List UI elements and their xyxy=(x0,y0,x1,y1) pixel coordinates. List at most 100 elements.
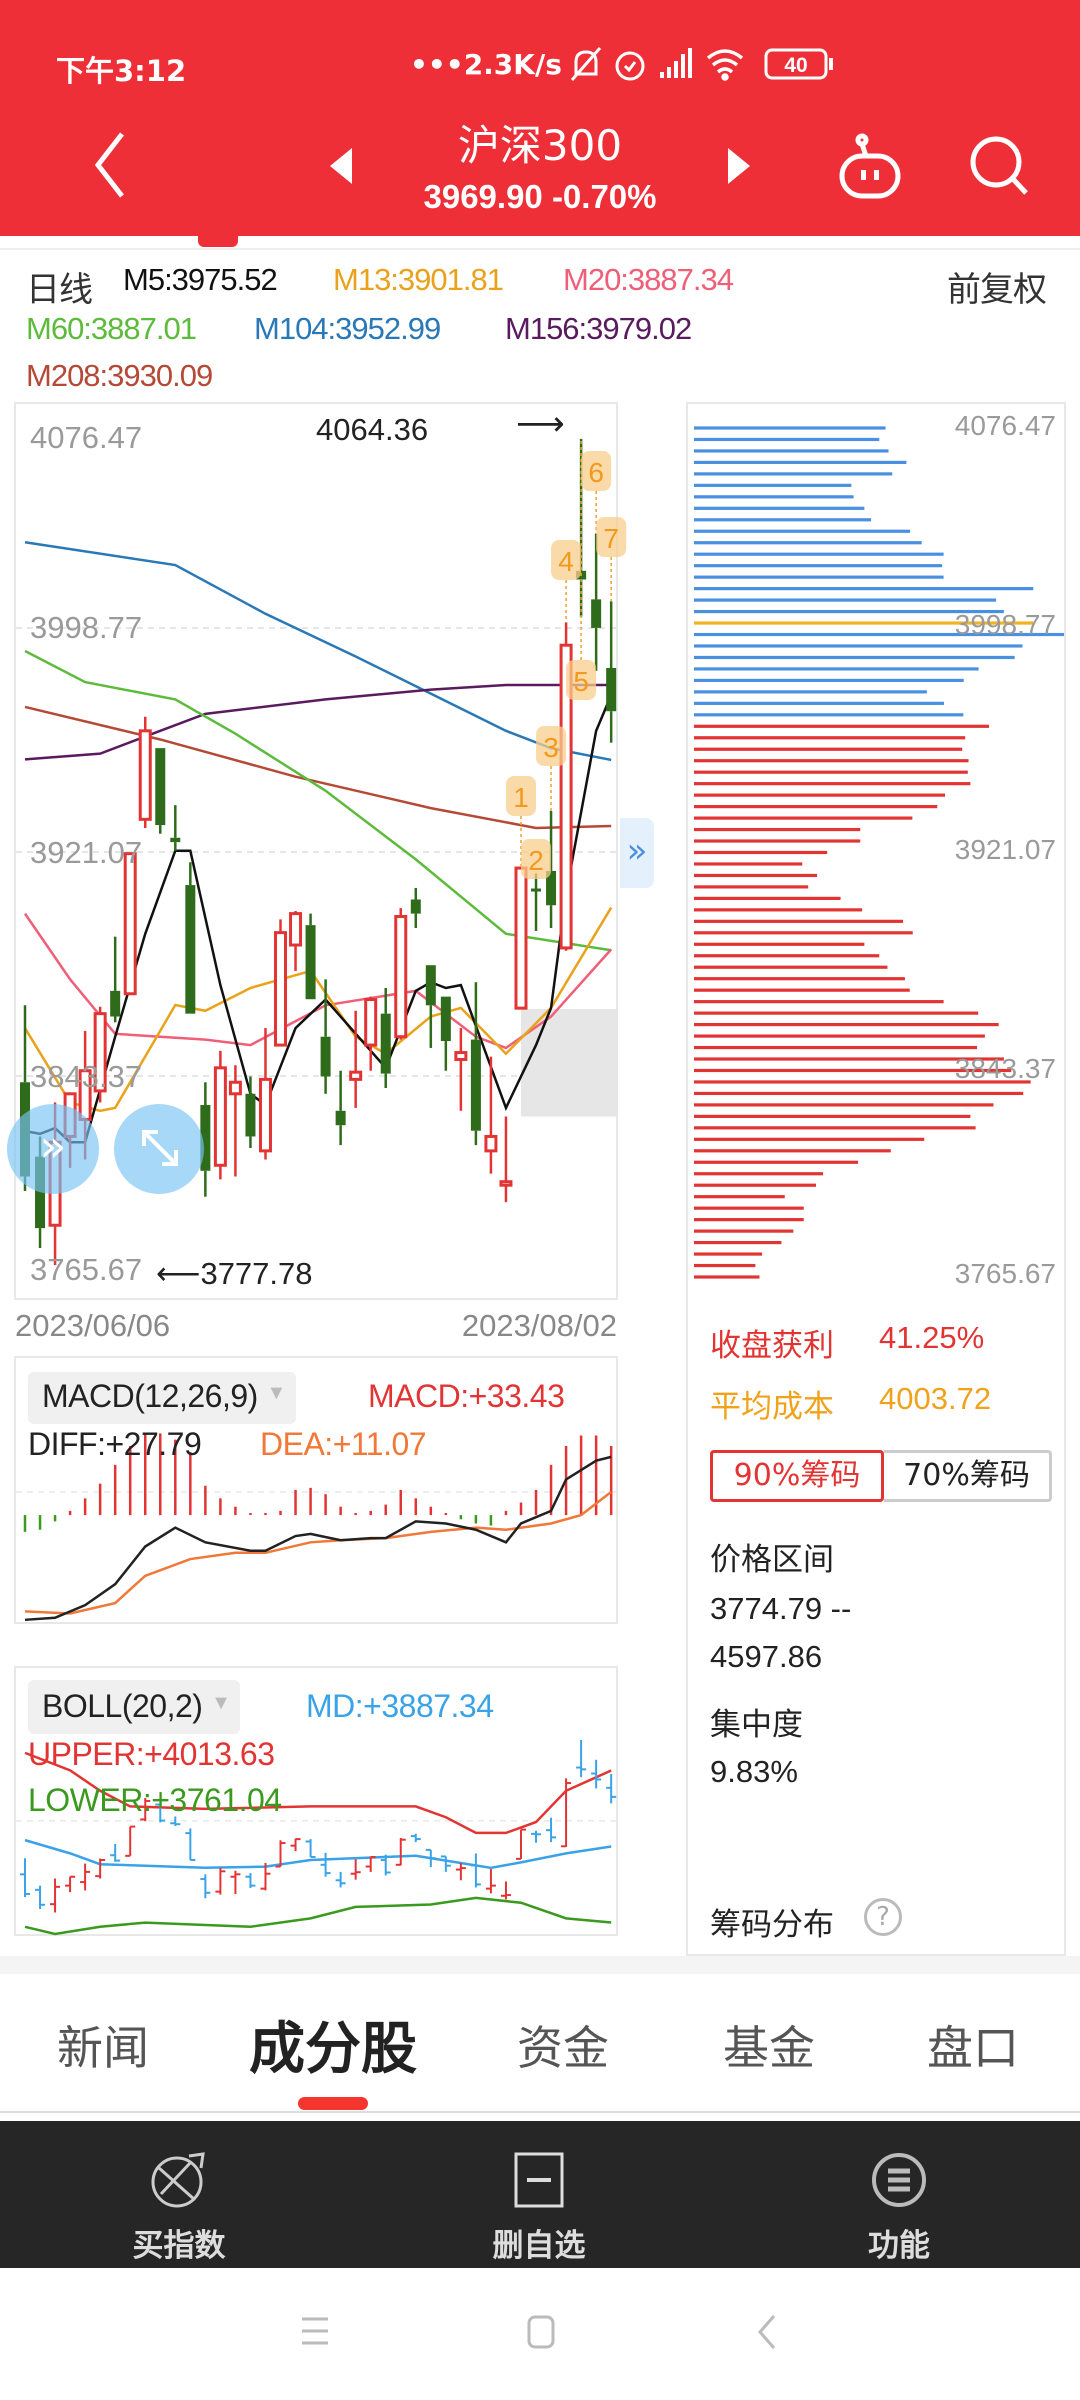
chip-bar xyxy=(694,782,971,786)
robot-assistant-button[interactable] xyxy=(836,132,904,202)
candle-body xyxy=(138,729,152,821)
prev-index-button[interactable] xyxy=(328,148,354,184)
tab-capital[interactable]: 资金 xyxy=(517,2021,609,2075)
boll-indicator-select[interactable]: BOLL(20,2) ▼ xyxy=(28,1680,241,1734)
macd-indicator-select[interactable]: MACD(12,26,9) ▼ xyxy=(28,1372,296,1424)
chip-bar xyxy=(694,460,907,465)
chip-bar xyxy=(694,1206,804,1210)
chip-bar xyxy=(694,747,963,751)
boll-chart[interactable]: BOLL(20,2) ▼ MD:+3887.34 UPPER:+4013.63 L… xyxy=(14,1666,618,1936)
alarm-icon xyxy=(615,51,645,81)
price-range-label: 价格区间 xyxy=(710,1542,834,1578)
remove-watchlist-label: 删自选 xyxy=(492,2228,586,2264)
marker-badge xyxy=(521,839,552,879)
expand-arrows-icon xyxy=(142,1130,178,1166)
chip-90-toggle[interactable]: 90%筹码 xyxy=(710,1450,884,1502)
chip-bar xyxy=(694,644,1023,648)
chip-bar xyxy=(694,908,863,912)
chip-bar xyxy=(694,564,943,568)
candle-body xyxy=(440,996,451,1042)
help-icon[interactable]: ? xyxy=(864,1898,902,1936)
price-range-high: 4597.86 xyxy=(710,1639,823,1674)
chip-bar xyxy=(694,426,886,430)
search-button[interactable] xyxy=(968,134,1030,198)
diff-line xyxy=(24,1455,612,1622)
price-tick: 3765.67 xyxy=(30,1252,143,1287)
chip-bar xyxy=(694,1045,978,1050)
ma208-label: M208:3930.09 xyxy=(26,358,213,393)
chip-bar xyxy=(694,896,841,900)
chip-bar xyxy=(694,977,905,981)
candle-body xyxy=(364,998,378,1047)
chip-bar xyxy=(694,1252,763,1256)
section-gap xyxy=(0,1956,1080,1974)
tab-order-book[interactable]: 盘口 xyxy=(927,2021,1019,2075)
tab-funds[interactable]: 基金 xyxy=(723,2021,815,2075)
scroll-left-button[interactable]: » xyxy=(7,1104,99,1194)
arrow-right-icon: ⟶ xyxy=(516,404,565,444)
divider xyxy=(0,2111,1080,2113)
next-index-button[interactable] xyxy=(726,148,752,184)
home-button[interactable] xyxy=(526,2314,556,2350)
chip-bar xyxy=(694,1149,891,1153)
boll-upper-value: UPPER:+4013.63 xyxy=(28,1736,275,1772)
chip-info-panel: 收盘获利 41.25% 平均成本 4003.72 90%筹码 70%筹码 价格区… xyxy=(686,1298,1066,1956)
chip-bar xyxy=(694,805,938,809)
signal-icon xyxy=(660,48,692,78)
back-button[interactable] xyxy=(88,130,132,200)
chip-bar xyxy=(694,1218,804,1222)
chip-bar xyxy=(694,1011,979,1015)
candle-body xyxy=(470,1039,481,1131)
tab-constituents[interactable]: 成分股 xyxy=(249,2017,417,2082)
nav-back-button[interactable] xyxy=(756,2314,778,2350)
candle-body xyxy=(200,1105,211,1171)
chip-bar xyxy=(694,1160,859,1164)
profit-ratio-value: 41.25% xyxy=(879,1320,985,1355)
dropdown-triangle-icon: ▼ xyxy=(211,1692,231,1714)
marker-label: 7 xyxy=(603,523,619,554)
ma60-label: M60:3887.01 xyxy=(26,311,197,346)
candle-body xyxy=(591,599,602,628)
marker-badge xyxy=(551,540,582,580)
chip-bar xyxy=(694,1103,994,1107)
chip-bar xyxy=(694,931,913,935)
chip-bar xyxy=(694,529,911,533)
chip-bar xyxy=(694,1022,999,1027)
chip-bar xyxy=(694,827,861,832)
profit-ratio-label: 收盘获利 xyxy=(710,1328,834,1364)
chip-bar xyxy=(694,1091,1024,1096)
candle-body xyxy=(320,1036,331,1077)
macd-value: MACD:+33.43 xyxy=(368,1378,565,1414)
chip-price-tick: 3843.37 xyxy=(954,1053,1056,1084)
buy-index-button[interactable]: 买指数 xyxy=(79,2150,279,2265)
chip-bar xyxy=(694,449,889,453)
recent-apps-button[interactable] xyxy=(300,2315,330,2347)
chip-bar xyxy=(694,587,1034,591)
fullscreen-button[interactable] xyxy=(114,1104,204,1194)
divider xyxy=(0,248,1080,250)
chip-bar xyxy=(694,988,910,992)
adjust-mode-button[interactable]: 前复权 xyxy=(947,271,1047,309)
candle-body xyxy=(289,912,303,947)
chip-bar xyxy=(694,724,989,728)
chip-price-tick: 3998.77 xyxy=(954,609,1056,640)
chip-bar xyxy=(694,1240,782,1245)
chip-bar xyxy=(694,1114,971,1118)
chip-70-toggle[interactable]: 70%筹码 xyxy=(884,1450,1052,1502)
chip-bar xyxy=(694,1275,760,1279)
chip-bars xyxy=(694,426,1064,1279)
page-indicator xyxy=(198,236,238,247)
remove-watchlist-button[interactable]: 删自选 xyxy=(439,2150,639,2265)
chip-bar xyxy=(694,919,904,923)
expand-side-panel-button[interactable]: » xyxy=(620,818,654,888)
tab-news[interactable]: 新闻 xyxy=(57,2021,149,2075)
boll-md-line xyxy=(24,1838,612,1870)
chip-bar xyxy=(694,793,946,797)
chip-bar xyxy=(694,1057,1004,1061)
period-label[interactable]: 日线 xyxy=(26,271,93,309)
dea-line xyxy=(24,1490,612,1615)
functions-button[interactable]: 功能 xyxy=(799,2150,999,2265)
chip-bar xyxy=(694,1137,925,1141)
macd-chart[interactable]: MACD(12,26,9) ▼ MACD:+33.43 DIFF:+27.79 D… xyxy=(14,1356,618,1624)
